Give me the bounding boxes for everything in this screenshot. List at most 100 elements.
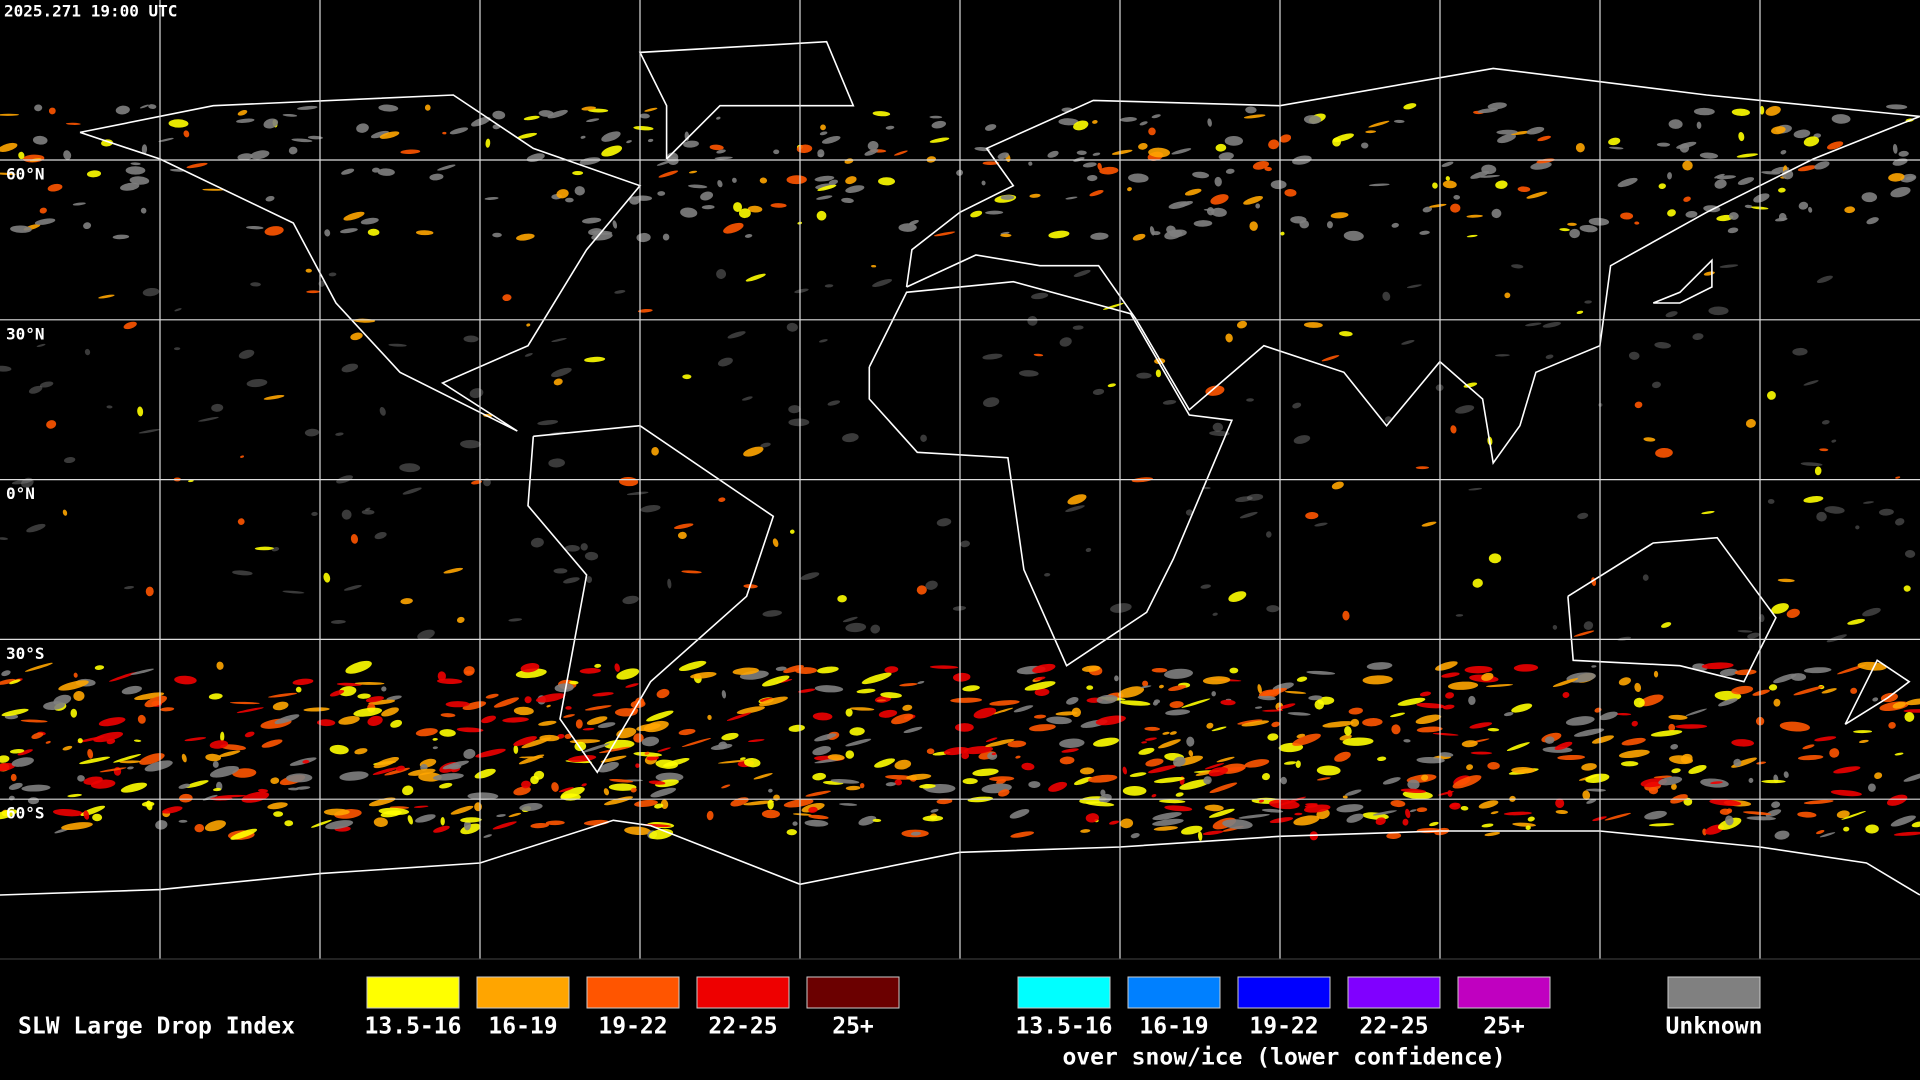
cloud-patch: [1728, 212, 1739, 220]
cloud-patch: [1526, 191, 1548, 199]
cloud-patch: [1685, 210, 1698, 218]
cloud-patch: [788, 418, 810, 427]
cloud-patch: [43, 701, 65, 710]
cloud-patch: [650, 787, 677, 798]
cloud-patch: [1701, 662, 1734, 670]
cloud-patch: [648, 780, 666, 785]
cloud-patch: [1682, 160, 1693, 171]
cloud-patch: [989, 700, 1020, 706]
cloud-patch: [1631, 720, 1638, 727]
cloud-patch: [463, 335, 479, 343]
cloud-patch: [1648, 823, 1675, 827]
cloud-patch: [1155, 369, 1161, 378]
cloud-patch: [1793, 129, 1811, 139]
cloud-patch: [181, 753, 187, 763]
cloud-patch: [73, 690, 85, 701]
cloud-patch: [1090, 232, 1109, 240]
cloud-patch: [1277, 703, 1296, 710]
cloud-patch: [463, 666, 475, 676]
cloud-patch: [841, 197, 854, 203]
cloud-patch: [1092, 120, 1098, 124]
cloud-patch: [584, 356, 606, 363]
cloud-patch: [817, 666, 839, 674]
cloud-patch: [601, 131, 621, 142]
cloud-patch: [547, 109, 568, 119]
cloud-patch: [616, 668, 640, 680]
legend-swatch: [1017, 976, 1111, 1009]
cloud-patch: [1642, 574, 1649, 581]
cloud-patch: [1100, 789, 1106, 797]
cloud-patch: [878, 177, 896, 186]
cloud-patch: [432, 737, 438, 741]
cloud-patch: [230, 828, 258, 840]
cloud-patch: [759, 697, 774, 702]
cloud-patch: [572, 170, 584, 176]
cloud-patch: [1714, 173, 1725, 179]
cloud-patch: [1306, 670, 1336, 675]
cloud-patch: [1081, 665, 1101, 672]
cloud-patch: [1853, 730, 1873, 734]
cloud-patch: [1685, 708, 1708, 716]
cloud-patch: [1819, 448, 1829, 452]
cloud-patch: [709, 144, 724, 151]
cloud-patch: [1109, 820, 1120, 825]
cloud-patch: [1151, 794, 1157, 798]
cloud-patch: [440, 816, 445, 826]
cloud-patch: [1403, 739, 1411, 743]
cloud-patch: [526, 323, 531, 327]
cloud-patch: [1293, 435, 1311, 444]
cloud-patch: [783, 665, 804, 674]
cloud-patch: [1382, 291, 1391, 301]
cloud-patch: [891, 713, 914, 725]
cloud-patch: [133, 739, 142, 742]
legend-swatch: [806, 976, 900, 1009]
cloud-patch: [1773, 698, 1781, 707]
cloud-patch: [343, 585, 362, 591]
cloud-patch: [237, 153, 253, 161]
cloud-patch: [732, 667, 760, 675]
cloud-patch: [209, 765, 239, 778]
cloud-patch: [471, 116, 491, 127]
cloud-patch: [906, 773, 932, 781]
cloud-patch: [1397, 697, 1426, 706]
cloud-patch: [1770, 126, 1786, 135]
cloud-patch: [539, 734, 560, 742]
cloud-patch: [1584, 300, 1592, 304]
cloud-patch: [1573, 728, 1605, 737]
cloud-patch: [1028, 781, 1041, 788]
cloud-patch: [1824, 506, 1845, 514]
cloud-patch: [1435, 661, 1458, 671]
cloud-patch: [1, 670, 11, 677]
cloud-patch: [753, 773, 773, 780]
cloud-patch: [524, 352, 533, 357]
cloud-patch: [1034, 688, 1050, 696]
cloud-patch: [1419, 691, 1432, 697]
cloud-patch: [1582, 790, 1591, 801]
cloud-patch: [1342, 795, 1348, 799]
cloud-patch: [1671, 768, 1681, 774]
cloud-patch: [586, 716, 608, 725]
cloud-patch: [1506, 742, 1530, 752]
cloud-patch: [681, 570, 702, 574]
cloud-patch: [1429, 821, 1439, 827]
cloud-patch: [1802, 744, 1815, 750]
cloud-patch: [1481, 164, 1497, 175]
cloud-patch: [0, 142, 18, 152]
cloud-patch: [517, 132, 538, 139]
cloud-patch: [1184, 188, 1202, 196]
cloud-patch: [257, 788, 269, 793]
cloud-patch: [1888, 722, 1896, 729]
cloud-patch: [1375, 817, 1386, 825]
cloud-patch: [120, 182, 140, 191]
cloud-patch: [1214, 176, 1222, 187]
cloud-patch: [520, 663, 540, 673]
cloud-patch: [598, 746, 631, 754]
cloud-patch: [1099, 793, 1112, 803]
cloud-patch: [241, 791, 270, 803]
cloud-patch: [39, 207, 47, 214]
cloud-patch: [492, 110, 506, 120]
cloud-patch: [1655, 448, 1673, 458]
cloud-patch: [1886, 104, 1908, 110]
cloud-patch: [48, 107, 56, 115]
cloud-patch: [1416, 726, 1443, 733]
